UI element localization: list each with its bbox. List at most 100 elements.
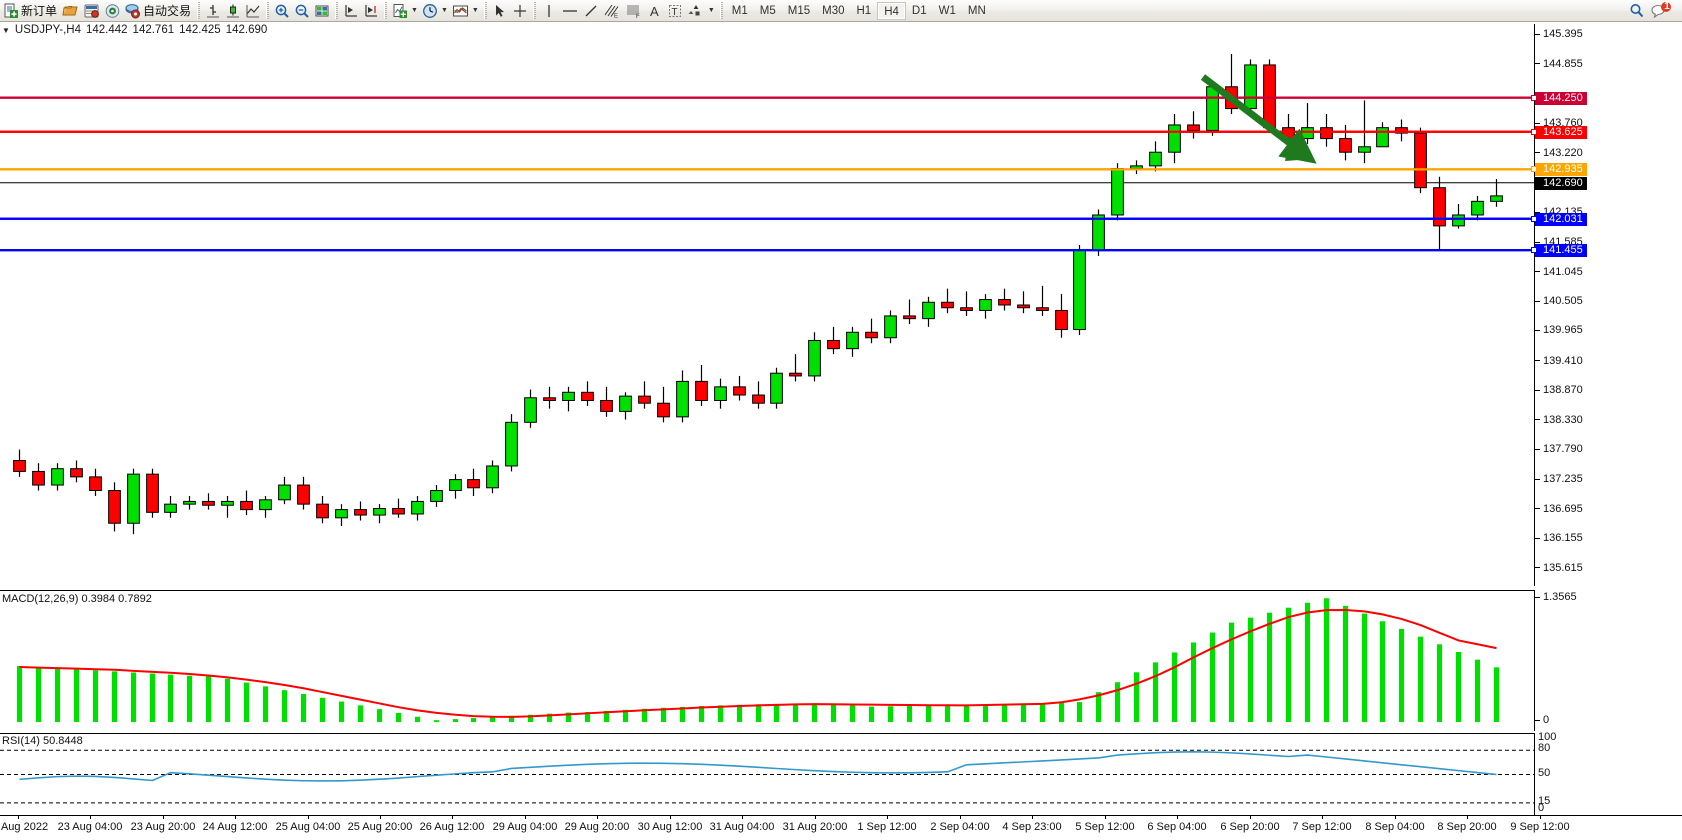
last-price-142-690-badge[interactable]: 142.690: [1535, 176, 1587, 190]
navigator-button[interactable]: [102, 1, 123, 21]
macd-histogram-bar: [508, 715, 515, 722]
collapse-icon[interactable]: ▼: [2, 25, 10, 35]
chart-shift-button[interactable]: [341, 1, 361, 21]
timeframe-m15[interactable]: M15: [787, 4, 811, 17]
horizontal-line-icon: [561, 3, 579, 19]
line-chart-button[interactable]: [243, 1, 263, 21]
candlestick-chart-button[interactable]: [223, 1, 243, 21]
search-button[interactable]: [1626, 1, 1648, 21]
support-141-455-badge[interactable]: 141.455: [1531, 244, 1587, 258]
chevron-down-icon[interactable]: ▼: [440, 7, 448, 14]
indicators-button[interactable]: ▼: [450, 1, 481, 21]
time-label: 31 Aug 20:00: [782, 821, 848, 833]
price-tick: 143.220: [1535, 147, 1583, 159]
rsi-pane[interactable]: RSI(14) 50.8448: [0, 733, 1534, 815]
candle-body: [846, 331, 859, 350]
clock-icon: [422, 3, 438, 19]
macd-histogram-bar: [603, 710, 610, 722]
macd-pane[interactable]: MACD(12,26,9) 0.3984 0.7892: [0, 590, 1534, 731]
equidistant-channel-tool[interactable]: E: [601, 1, 623, 21]
timeframe-mn[interactable]: MN: [967, 4, 986, 17]
resistance-144-250-badge[interactable]: 144.250: [1531, 91, 1587, 105]
level-handle[interactable]: [1531, 94, 1537, 101]
shapes-tool[interactable]: ▼: [685, 1, 717, 21]
down-trend-arrow[interactable]: [1200, 74, 1317, 164]
period-button[interactable]: ▼: [420, 1, 450, 21]
template-icon: [392, 3, 408, 19]
chevron-down-icon[interactable]: ▼: [471, 7, 479, 14]
price-tick: 145.395: [1535, 28, 1583, 40]
support-142-031-badge[interactable]: 142.031: [1531, 212, 1587, 226]
time-label: 8 Sep 04:00: [1365, 821, 1425, 833]
vertical-line-tool[interactable]: [539, 1, 559, 21]
candle-body: [998, 299, 1011, 306]
macd-histogram-bar: [698, 706, 705, 722]
candle-body: [1433, 187, 1446, 227]
level-handle[interactable]: [1531, 128, 1537, 135]
time-label: 25 Aug 20:00: [347, 821, 413, 833]
macd-histogram-bar: [243, 682, 250, 722]
zoom-in-button[interactable]: [272, 1, 292, 21]
trendline-tool[interactable]: [581, 1, 601, 21]
templates-button[interactable]: ▼: [390, 1, 420, 21]
timeframe-m5[interactable]: M5: [759, 4, 776, 17]
macd-histogram-bar: [338, 701, 345, 722]
timeframe-d1[interactable]: D1: [911, 4, 927, 17]
time-label: 4 Sep 23:00: [1002, 821, 1062, 833]
auto-scroll-button[interactable]: [361, 1, 381, 21]
horizontal-line-tool[interactable]: [559, 1, 581, 21]
time-axis[interactable]: 2 Aug 2022 23 Aug 04:00 23 Aug 20:00 24 Aug…: [0, 815, 1682, 840]
macd-tick: 0: [1535, 714, 1549, 726]
macd-histogram-bar: [1228, 622, 1235, 722]
time-gridline: [1177, 816, 1178, 819]
zoom-out-button[interactable]: [292, 1, 312, 21]
zoom-in-icon: [274, 3, 290, 19]
timeframe-h1[interactable]: H1: [856, 4, 872, 17]
candle-body: [373, 508, 386, 516]
folder-icon: [62, 3, 79, 19]
text-tool[interactable]: A: [645, 1, 665, 21]
crosshair-tool[interactable]: [510, 1, 530, 21]
new-order-button[interactable]: 新订单: [2, 1, 60, 21]
level-handle[interactable]: [1531, 166, 1537, 173]
expert-advisors-button[interactable]: [60, 1, 81, 21]
resistance-143-625-badge[interactable]: 143.625: [1531, 125, 1587, 139]
macd-histogram-bar: [1342, 605, 1349, 722]
price-chart-pane[interactable]: [0, 24, 1534, 586]
price-tick: 136.695: [1535, 503, 1583, 515]
macd-histogram-bar: [73, 669, 80, 722]
chevron-down-icon[interactable]: ▼: [411, 7, 418, 14]
macd-signal-line: [19, 608, 1497, 718]
candle-body: [1017, 304, 1030, 309]
cursor-tool[interactable]: [490, 1, 510, 21]
price-scale[interactable]: 145.395144.855143.760143.220142.135141.5…: [1531, 24, 1682, 586]
macd-histogram-bar: [1114, 682, 1121, 722]
timeframe-m1[interactable]: M1: [731, 4, 748, 17]
candle-body: [1414, 132, 1427, 189]
text-label-icon: T: [667, 3, 683, 19]
timeframe-h4[interactable]: H4: [877, 1, 906, 20]
candle-body: [259, 499, 272, 511]
macd-histogram-bar: [1152, 662, 1159, 722]
notification-button[interactable]: 1: [1648, 1, 1674, 21]
candle-body: [70, 468, 83, 478]
market-watch-button[interactable]: [81, 1, 102, 21]
level-handle[interactable]: [1531, 215, 1537, 222]
text-label-tool[interactable]: T: [665, 1, 685, 21]
macd-label: MACD(12,26,9) 0.3984 0.7892: [2, 593, 152, 605]
level-handle[interactable]: [1531, 247, 1537, 254]
auto-trading-button[interactable]: 自动交易: [123, 1, 194, 21]
timeframe-m30[interactable]: M30: [822, 4, 845, 17]
macd-histogram-bar: [830, 703, 837, 722]
timeframe-w1[interactable]: W1: [938, 4, 956, 17]
pivot-142-935-badge[interactable]: 142.935: [1531, 163, 1587, 177]
symbol-low: 142.425: [179, 24, 221, 36]
chevron-down-icon[interactable]: ▼: [707, 7, 715, 14]
candle-body: [13, 460, 26, 472]
price-tick: 139.410: [1535, 355, 1583, 367]
macd-tick: 1.3565: [1535, 591, 1577, 604]
fibonacci-tool[interactable]: F: [623, 1, 645, 21]
tile-windows-button[interactable]: [312, 1, 332, 21]
macd-histogram-bar: [1266, 612, 1273, 722]
bar-chart-button[interactable]: [203, 1, 223, 21]
